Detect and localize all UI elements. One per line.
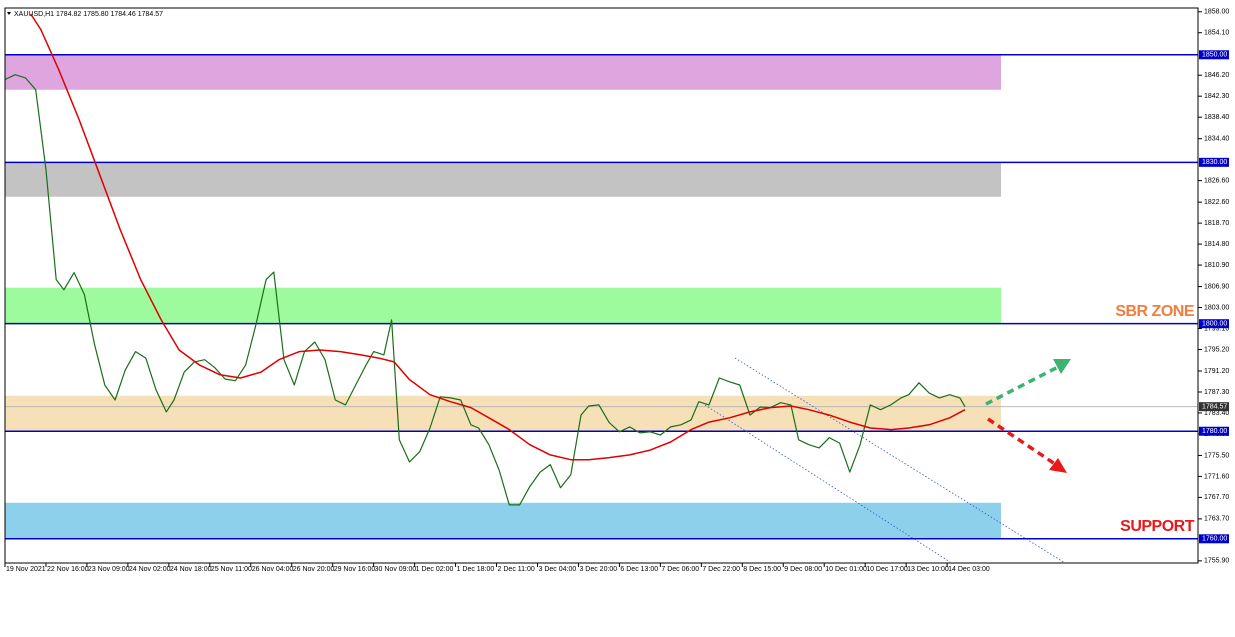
header: XAUUSD,H1 1784.82 1785.80 1784.46 1784.5… xyxy=(14,11,163,18)
level-label: 1800.00 xyxy=(1202,321,1227,328)
x-tick-label: 7 Dec 22:00 xyxy=(702,566,740,573)
x-tick-label: 8 Dec 15:00 xyxy=(743,566,781,573)
level-label-box xyxy=(1199,534,1229,544)
y-tick-label: 1822.60 xyxy=(1204,199,1229,206)
level-label-box xyxy=(1199,319,1229,329)
arrow-shaft xyxy=(985,365,1059,406)
x-tick-label: 19 Nov 2021 xyxy=(6,566,46,573)
level-label: 1830.00 xyxy=(1202,159,1227,166)
level-label-box xyxy=(1199,426,1229,436)
y-tick-label: 1767.70 xyxy=(1204,494,1229,501)
x-tick-label: 22 Nov 16:00 xyxy=(47,566,89,573)
price-line xyxy=(4,74,966,506)
x-tick-label: 1 Dec 02:00 xyxy=(416,566,454,573)
x-tick-label: 26 Nov 20:00 xyxy=(293,566,335,573)
zone xyxy=(5,287,1001,324)
arrow-up xyxy=(985,359,1071,406)
zone xyxy=(5,162,1001,197)
x-tick-label: 10 Dec 01:00 xyxy=(825,566,867,573)
x-tick-label: 13 Dec 10:00 xyxy=(907,566,949,573)
arrow-shaft xyxy=(987,417,1056,466)
arrow-head xyxy=(1049,458,1067,473)
y-tick-label: 1771.60 xyxy=(1204,473,1229,480)
level-label: 1760.00 xyxy=(1202,536,1227,543)
channel-lower xyxy=(704,404,951,563)
plot-frame xyxy=(4,7,1199,564)
x-tick-label: 24 Nov 18:00 xyxy=(170,566,212,573)
y-tick-label: 1795.20 xyxy=(1204,346,1229,353)
level-label-box xyxy=(1199,50,1229,60)
level-label-box xyxy=(1199,157,1229,167)
y-tick-label: 1787.30 xyxy=(1204,389,1229,396)
x-tick-label: 29 Nov 16:00 xyxy=(334,566,376,573)
y-tick-label: 1826.60 xyxy=(1204,177,1229,184)
arrow-head xyxy=(1053,359,1071,374)
annotation: SBR ZONE xyxy=(1115,303,1195,320)
current-price-label: 1784.57 xyxy=(1202,404,1227,411)
y-tick-label: 1806.90 xyxy=(1204,283,1229,290)
y-tick-label: 1810.90 xyxy=(1204,262,1229,269)
x-tick-label: 25 Nov 11:00 xyxy=(211,566,252,573)
zone xyxy=(5,502,1001,539)
axes: 1858.00 1854.10 1846.20 1842.30 1838.40 1834.… xyxy=(4,9,1229,573)
level-label: 1850.00 xyxy=(1202,52,1227,59)
x-tick-label: 3 Dec 04:00 xyxy=(538,566,576,573)
zone xyxy=(5,54,1001,90)
x-tick-label: 24 Nov 02:00 xyxy=(129,566,171,573)
y-tick-label: 1834.40 xyxy=(1204,136,1229,143)
y-tick-label: 1838.40 xyxy=(1204,114,1229,121)
current-price-box xyxy=(1199,402,1229,412)
moving-average xyxy=(29,13,966,461)
series xyxy=(4,13,966,506)
x-tick-label: 30 Nov 09:00 xyxy=(375,566,417,573)
header-icon xyxy=(7,12,11,15)
x-tick-label: 9 Dec 08:00 xyxy=(784,566,822,573)
x-tick-label: 1 Dec 18:00 xyxy=(457,566,495,573)
annotation: SUPPORT xyxy=(1120,518,1195,535)
y-tick-label: 1783.40 xyxy=(1204,410,1229,417)
y-tick-label: 1814.80 xyxy=(1204,241,1229,248)
x-tick-label: 3 Dec 20:00 xyxy=(579,566,617,573)
y-tick-label: 1755.90 xyxy=(1204,558,1229,565)
level-label: 1780.00 xyxy=(1202,428,1227,435)
y-tick-label: 1854.10 xyxy=(1204,30,1229,37)
levels xyxy=(5,54,1198,540)
x-tick-label: 14 Dec 03:00 xyxy=(948,566,990,573)
arrow-down xyxy=(987,417,1067,473)
y-tick-label: 1858.00 xyxy=(1204,9,1229,16)
y-tick-label: 1846.20 xyxy=(1204,72,1229,79)
x-tick-label: 26 Nov 04:00 xyxy=(252,566,294,573)
x-tick-label: 7 Dec 06:00 xyxy=(661,566,699,573)
y-tick-label: 1791.20 xyxy=(1204,368,1229,375)
y-tick-label: 1775.50 xyxy=(1204,452,1229,459)
y-tick-label: 1818.70 xyxy=(1204,220,1229,227)
y-tick-label: 1803.00 xyxy=(1204,304,1229,311)
x-tick-label: 6 Dec 13:00 xyxy=(620,566,658,573)
x-tick-label: 2 Dec 11:00 xyxy=(498,566,535,573)
y-tick-label: 1842.30 xyxy=(1204,93,1229,100)
x-tick-label: 10 Dec 17:00 xyxy=(866,566,908,573)
y-tick-label: 1799.10 xyxy=(1204,325,1229,332)
y-tick-label: 1763.70 xyxy=(1204,516,1229,523)
x-tick-label: 23 Nov 09:00 xyxy=(88,566,130,573)
